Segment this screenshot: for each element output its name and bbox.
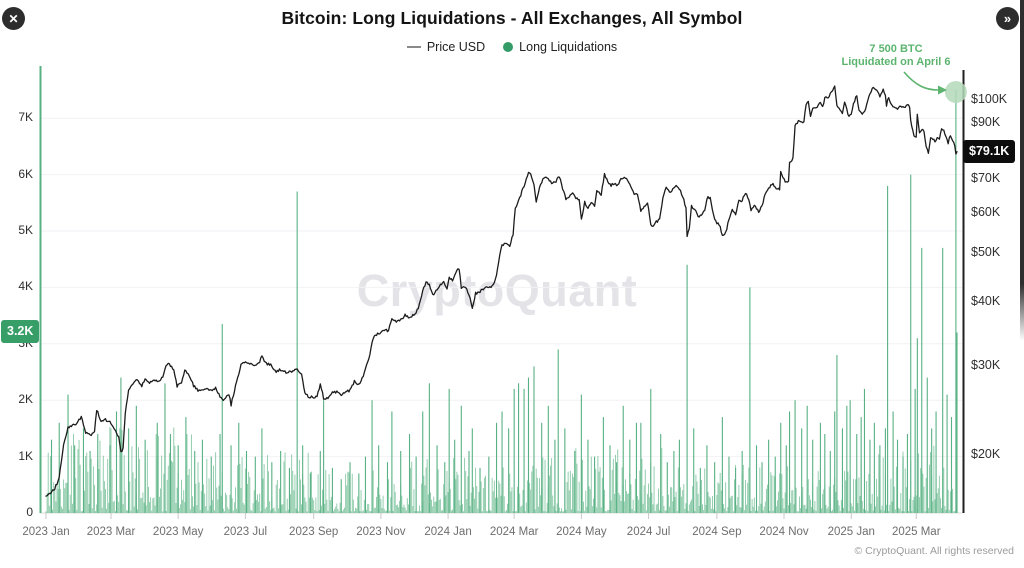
- right-axis-tick-label: $70K: [971, 170, 1001, 185]
- x-axis-tick-label: 2024 May: [556, 526, 607, 538]
- page-title: Bitcoin: Long Liquidations - All Exchang…: [281, 8, 743, 28]
- x-axis-tick-label: 2023 Jul: [223, 526, 268, 538]
- legend-price-label: Price USD: [426, 40, 486, 54]
- annotation-arrow-icon: [903, 71, 939, 91]
- x-axis-tick-label: 2023 May: [152, 526, 204, 538]
- x-axis-tick-label: 2024 Sep: [692, 526, 742, 538]
- left-axis-tick-label: 2K: [18, 392, 33, 407]
- legend-item-price[interactable]: Price USD: [406, 40, 486, 54]
- x-axis-tick-label: 2024 Jan: [424, 526, 472, 538]
- left-axis-tick-label: 1K: [18, 448, 33, 463]
- forward-chevrons-icon[interactable]: »: [996, 7, 1019, 30]
- price-value-badge: $79.1K: [963, 140, 1016, 163]
- right-axis-tick-label: $100K: [971, 92, 1008, 106]
- x-axis-tick-label: 2025 Mar: [891, 526, 941, 538]
- left-axis-tick-label: 4K: [18, 279, 33, 294]
- left-axis-tick-label: 7K: [18, 110, 33, 125]
- right-axis-tick-label: $60K: [971, 204, 1001, 219]
- right-axis-tick-label: $50K: [971, 244, 1001, 259]
- legend-item-liquidations[interactable]: Long Liquidations: [503, 40, 617, 54]
- annotation-line1: 7 500 BTC: [869, 43, 923, 55]
- left-axis-tick-label: 0: [26, 505, 33, 519]
- line-swatch-icon: [406, 46, 421, 48]
- left-axis-tick-label: 6K: [18, 166, 33, 181]
- close-icon[interactable]: ✕: [2, 7, 25, 30]
- x-axis-tick-label: 2024 Mar: [489, 526, 539, 538]
- x-axis-tick-label: 2023 Sep: [289, 526, 339, 538]
- copyright-notice: © CryptoQuant. All rights reserved: [854, 545, 1014, 557]
- annotation-line2: Liquidated on April 6: [841, 56, 951, 68]
- x-axis-tick-label: 2023 Jan: [22, 526, 70, 538]
- x-axis-tick-label: 2025 Jan: [827, 526, 875, 538]
- x-axis-tick-label: 2024 Jul: [626, 526, 671, 538]
- x-axis-tick-label: 2023 Mar: [86, 526, 136, 538]
- liquidation-value-badge: 3.2K: [1, 320, 40, 343]
- x-axis-tick-label: 2024 Nov: [759, 526, 809, 538]
- right-axis-tick-label: $90K: [971, 115, 1001, 130]
- window-edge: [1020, 0, 1024, 568]
- legend-liquidations-label: Long Liquidations: [519, 40, 618, 54]
- dot-swatch-icon: [503, 42, 514, 52]
- annotation-arrowhead-icon: [938, 85, 947, 95]
- legend: Price USD Long Liquidations: [0, 40, 1024, 54]
- right-axis-tick-label: $30K: [971, 357, 1001, 372]
- x-axis-tick-label: 2023 Nov: [356, 526, 406, 538]
- left-axis-tick-label: 5K: [18, 223, 33, 237]
- highlight-marker[interactable]: [944, 81, 967, 103]
- right-axis-tick-label: $20K: [971, 447, 1001, 462]
- right-axis-tick-label: $40K: [971, 294, 1001, 309]
- annotation-callout: 7 500 BTC Liquidated on April 6: [838, 43, 954, 69]
